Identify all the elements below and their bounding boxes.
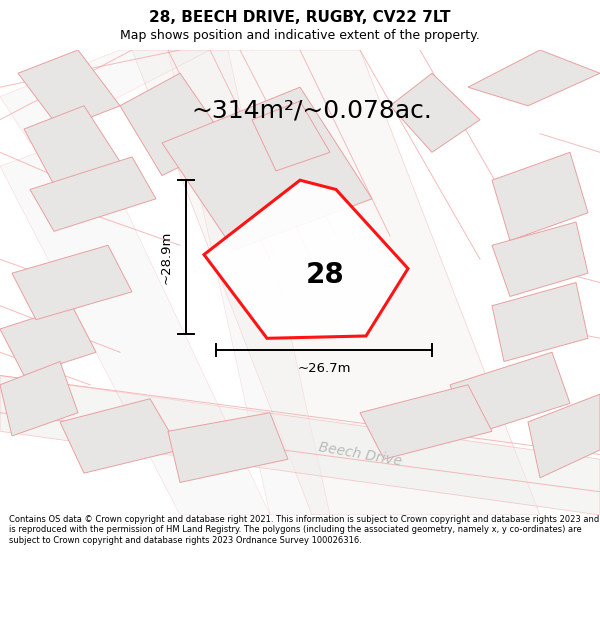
Text: Beech Drive: Beech Drive (317, 441, 403, 469)
Polygon shape (24, 106, 120, 185)
Polygon shape (528, 394, 600, 478)
Text: ~314m²/~0.078ac.: ~314m²/~0.078ac. (191, 99, 433, 122)
Text: ~26.7m: ~26.7m (297, 361, 351, 374)
Polygon shape (492, 282, 588, 361)
Polygon shape (204, 180, 408, 338)
Polygon shape (132, 50, 540, 515)
Text: 28, BEECH DRIVE, RUGBY, CV22 7LT: 28, BEECH DRIVE, RUGBY, CV22 7LT (149, 10, 451, 25)
Polygon shape (60, 399, 180, 473)
Polygon shape (360, 385, 492, 459)
Polygon shape (162, 88, 372, 250)
Polygon shape (0, 376, 600, 515)
Polygon shape (468, 50, 600, 106)
Polygon shape (0, 134, 270, 515)
Polygon shape (492, 152, 588, 241)
Polygon shape (120, 73, 228, 176)
Polygon shape (0, 50, 210, 143)
Text: 28: 28 (306, 261, 345, 289)
Polygon shape (12, 245, 132, 320)
Polygon shape (492, 222, 588, 296)
Text: Map shows position and indicative extent of the property.: Map shows position and indicative extent… (120, 29, 480, 42)
Polygon shape (168, 412, 288, 482)
Text: ~28.9m: ~28.9m (160, 230, 173, 284)
Polygon shape (0, 361, 78, 436)
Polygon shape (30, 157, 156, 231)
Polygon shape (390, 73, 480, 152)
Polygon shape (252, 101, 330, 171)
Polygon shape (168, 50, 330, 515)
Polygon shape (18, 50, 120, 129)
Polygon shape (0, 306, 96, 376)
Polygon shape (450, 352, 570, 436)
Text: Contains OS data © Crown copyright and database right 2021. This information is : Contains OS data © Crown copyright and d… (9, 515, 599, 545)
